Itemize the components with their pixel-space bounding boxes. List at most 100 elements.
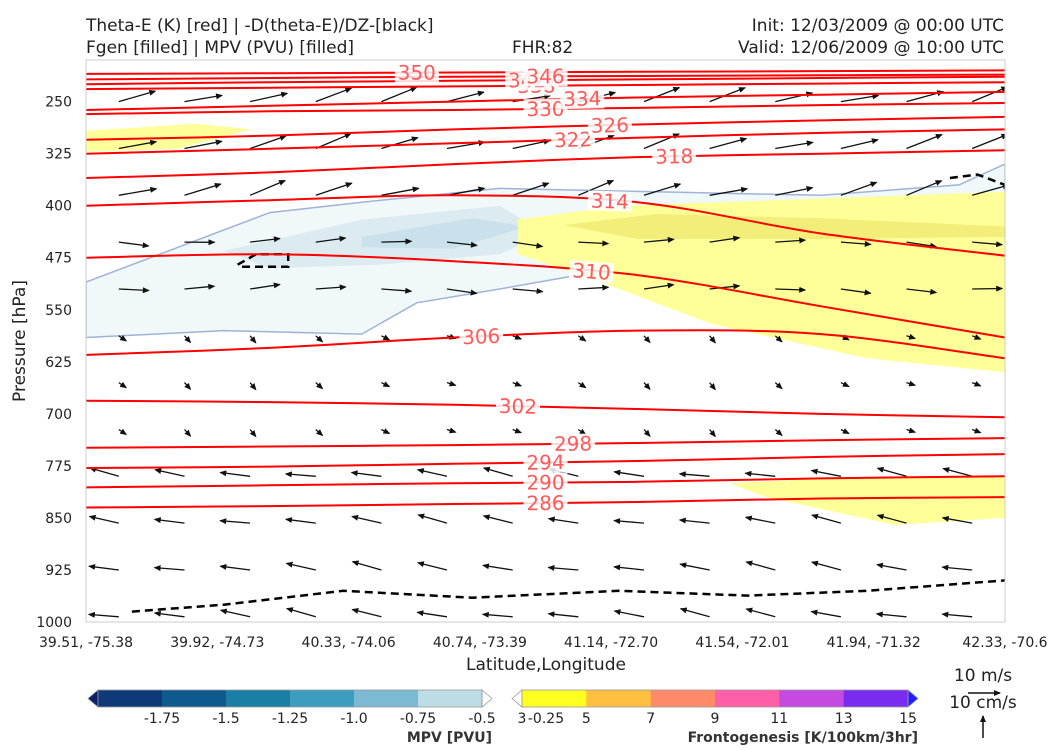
wind-vector: [810, 609, 842, 618]
wind-vector: [154, 468, 185, 477]
colorbar-label: MPV [PVU]: [407, 730, 492, 746]
wind-vector: [840, 288, 872, 296]
wind-vector: [775, 185, 814, 196]
y-tick-label: 700: [45, 407, 72, 423]
wind-vector: [578, 179, 615, 196]
wind-vector: [350, 470, 382, 477]
wind-vector: [153, 610, 185, 618]
wind-vector: [840, 240, 872, 247]
colorbar-extend-high: [907, 689, 919, 708]
wind-vector: [118, 428, 128, 436]
mpv-colorbar: -1.75 -1.5 -1.25 -1.0 -0.75 -0.5 -0.25 MPV [PVU…: [87, 689, 564, 746]
contour-label-326: 326: [590, 113, 629, 138]
wind-vector: [745, 607, 776, 618]
wind-vector: [118, 287, 150, 294]
wind-vector: [512, 182, 550, 196]
wind-vector: [118, 139, 158, 150]
wind-vector: [351, 560, 382, 571]
forecast-hour: FHR:82: [512, 38, 574, 58]
wind-vector: [249, 382, 257, 391]
stability-contour-upper-right: [949, 173, 1005, 187]
x-tick-label: 40.74, -73.39: [433, 635, 527, 651]
theta-e-contour-314: [86, 194, 1005, 257]
wind-vector: [219, 563, 251, 571]
contour-label-bg: [523, 66, 568, 87]
wind-vector: [775, 286, 807, 293]
y-tick-label: 1000: [36, 615, 72, 631]
valid-time: Valid: 12/06/2009 @ 10:00 UTC: [738, 38, 1004, 58]
contour-label-294: 294: [526, 450, 565, 475]
contour-label-bg: [550, 129, 596, 151]
wind-vector: [971, 334, 982, 340]
wind-vector: [811, 513, 842, 524]
wind-vector: [89, 466, 119, 477]
wind-vector: [643, 382, 651, 391]
colorbar-extend-high: [481, 689, 493, 708]
wind-vector: [381, 334, 391, 341]
colorbar-segment: [290, 690, 355, 707]
wind-vector: [876, 467, 907, 477]
wind-vector: [381, 186, 420, 196]
wind-vector: [643, 335, 651, 344]
wind-vector: [971, 427, 982, 434]
wind-vector: [118, 335, 128, 342]
wind-vector: [971, 86, 1005, 103]
wind-vector: [118, 186, 158, 196]
contour-label-310: 310: [572, 258, 612, 285]
colorbar-segment: [226, 690, 291, 707]
wind-vector: [709, 186, 749, 196]
colorbar-label: Frontogenesis [K/100km/3hr]: [688, 730, 918, 746]
wind-vector: [941, 515, 973, 524]
contour-label-322: 322: [554, 127, 593, 152]
theta-e-contour-306: [86, 329, 1005, 360]
wind-vector: [250, 236, 281, 243]
wind-vector: [446, 288, 478, 296]
wind-vector: [613, 518, 645, 525]
contour-label-350: 350: [398, 61, 436, 85]
theta-e-contour-302: [86, 399, 1005, 419]
contour-label-bg: [523, 472, 568, 493]
contour-label-330: 330: [526, 97, 564, 121]
colorbar-tick-label: -1.0: [340, 711, 367, 727]
wind-vector: [446, 90, 485, 103]
x-tick-label: 39.51, -75.38: [39, 635, 133, 651]
wind-vector: [709, 137, 748, 150]
wind-vector: [577, 335, 587, 342]
vector-key-horizontal-label: 10 m/s: [954, 666, 1012, 686]
wind-vector: [906, 288, 938, 295]
wind-vector: [416, 610, 448, 618]
wind-vector: [381, 238, 413, 245]
colorbar-tick-label: 3: [518, 711, 527, 727]
wind-vector: [285, 517, 316, 524]
wind-vector: [351, 514, 382, 524]
colorbar-tick-label: 7: [646, 711, 655, 727]
wind-vector: [184, 429, 192, 437]
wind-vector: [578, 284, 610, 291]
wind-vector: [941, 611, 973, 618]
wind-vector: [219, 608, 251, 618]
colorbar-segment: [162, 690, 227, 707]
wind-vector: [875, 611, 907, 618]
colorbar-segment: [522, 690, 587, 707]
wind-vector: [315, 429, 324, 437]
wind-vector: [351, 608, 382, 618]
colorbar-frame: [97, 689, 483, 708]
colorbar-frame: [521, 689, 909, 708]
wind-vector: [972, 241, 1004, 248]
colorbar-extend-low: [87, 689, 99, 708]
wind-vector: [184, 139, 223, 150]
y-tick-label: 775: [45, 459, 72, 475]
wind-vector: [249, 179, 287, 196]
wind-vector: [315, 133, 352, 150]
contour-label-346: 346: [526, 64, 564, 88]
wind-vector: [249, 429, 257, 438]
x-tick-label: 41.94, -71.32: [827, 635, 921, 651]
wind-vector: [613, 469, 645, 477]
wind-vector: [315, 182, 353, 196]
y-tick-label: 325: [45, 147, 72, 163]
wind-vector: [745, 560, 776, 571]
wind-vector: [512, 241, 544, 249]
contour-label-298: 298: [554, 432, 592, 456]
contour-label-bg: [568, 259, 615, 284]
wind-vector: [643, 86, 681, 103]
